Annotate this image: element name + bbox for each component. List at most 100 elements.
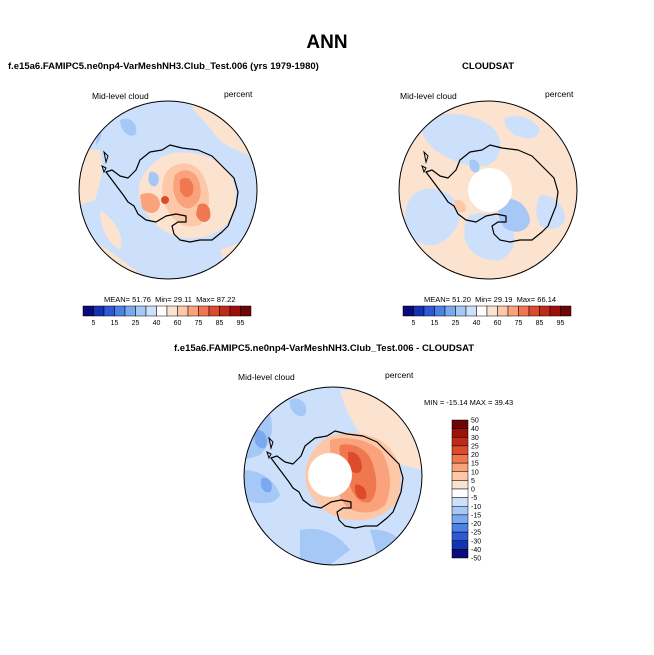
- obs-colorbar-swatch: [560, 305, 572, 317]
- diff-colorbar-swatch: [451, 437, 469, 447]
- diff-colorbar-tick-label: 10: [471, 469, 479, 476]
- diff-colorbar-tick-label: -30: [471, 538, 481, 545]
- obs-colorbar-tick-label: 5: [412, 320, 416, 327]
- diff-colorbar-tick-label: -10: [471, 504, 481, 511]
- figure-title: ANN: [306, 32, 348, 53]
- diff-colorbar-tick-label: 25: [471, 443, 479, 450]
- diff-colorbar-tick-label: -20: [471, 521, 481, 528]
- obs-colorbar-swatch: [434, 305, 446, 317]
- diff-colorbar-swatch: [451, 523, 469, 533]
- obs-colorbar-tick-label: 15: [431, 320, 439, 327]
- model-colorbar-tick-label: 5: [92, 320, 96, 327]
- diff-colorbar-swatch: [451, 549, 469, 559]
- model-colorbar-swatch: [177, 305, 189, 317]
- model-colorbar-tick-label: 75: [195, 320, 203, 327]
- model-colorbar-swatch: [82, 305, 94, 317]
- obs-max-label: Max=: [516, 295, 536, 304]
- model-min-label: Min=: [155, 295, 172, 304]
- obs-colorbar-swatch: [455, 305, 467, 317]
- model-colorbar-swatch: [103, 305, 115, 317]
- obs-colorbar-tick-label: 95: [557, 320, 565, 327]
- model-colorbar-swatch: [166, 305, 178, 317]
- model-colorbar-swatch: [156, 305, 168, 317]
- obs-colorbar-swatch: [402, 305, 414, 317]
- diff-colorbar-swatch: [451, 514, 469, 524]
- model-colorbar-tick-label: 60: [174, 320, 182, 327]
- model-colorbar: 5 15 25 40 60 75 85 95: [82, 305, 252, 327]
- obs-variable-label: Mid-level cloud: [400, 91, 457, 101]
- obs-colorbar-swatch: [413, 305, 425, 317]
- obs-colorbar-tick-label: 25: [452, 320, 460, 327]
- diff-colorbar-tick-label: 15: [471, 461, 479, 468]
- model-colorbar-swatch: [135, 305, 147, 317]
- diff-colorbar-tick-label: 30: [471, 435, 479, 442]
- model-mean-value: 51.76: [132, 295, 151, 304]
- obs-stats: MEAN= 51.20 Min= 29.19 Max= 66.14: [424, 295, 556, 304]
- diff-units-label: percent: [385, 370, 414, 380]
- model-colorbar-swatch: [124, 305, 136, 317]
- model-colorbar-tick-label: 95: [237, 320, 245, 327]
- diff-colorbar-swatch: [451, 471, 469, 481]
- obs-max-value: 66.14: [537, 295, 557, 304]
- obs-colorbar-swatch: [465, 305, 477, 317]
- obs-min-label: Min=: [475, 295, 492, 304]
- diff-colorbar-tick-label: 20: [471, 452, 479, 459]
- diff-colorbar-swatch: [451, 419, 469, 429]
- model-colorbar-swatch: [187, 305, 199, 317]
- model-map: [79, 101, 257, 279]
- obs-colorbar-swatch: [476, 305, 488, 317]
- model-colorbar-tick-label: 40: [153, 320, 161, 327]
- diff-colorbar-swatch: [451, 506, 469, 516]
- diff-colorbar-tick-label: 50: [471, 418, 479, 425]
- diff-colorbar-swatch: [451, 480, 469, 490]
- model-max-value: 87.22: [216, 295, 236, 304]
- model-colorbar-swatch: [229, 305, 241, 317]
- diff-colorbar-swatch: [451, 454, 469, 464]
- obs-colorbar-swatch: [518, 305, 530, 317]
- diff-colorbar-tick-label: 40: [471, 426, 479, 433]
- model-colorbar-swatch: [198, 305, 210, 317]
- obs-colorbar-tick-label: 85: [536, 320, 544, 327]
- diff-colorbar-tick-label: -50: [471, 556, 481, 563]
- model-max-label: Max=: [196, 295, 215, 304]
- obs-mean-value: 51.20: [452, 295, 471, 304]
- model-colorbar-swatch: [219, 305, 231, 317]
- diff-minmax-text: MIN = -15.14 MAX = 39.43: [424, 398, 514, 407]
- model-min-value: 29.11: [173, 295, 192, 304]
- diff-colorbar-tick-label: -25: [471, 530, 481, 537]
- obs-colorbar-swatch: [549, 305, 561, 317]
- model-colorbar-tick-label: 25: [132, 320, 140, 327]
- model-panel-header: f.e15a6.FAMIPC5.ne0np4-VarMeshNH3.Club_T…: [8, 61, 319, 72]
- diff-variable-label: Mid-level cloud: [238, 372, 295, 382]
- obs-colorbar-tick-label: 75: [515, 320, 523, 327]
- obs-colorbar-tick-label: 40: [473, 320, 481, 327]
- obs-min-value: 29.19: [493, 295, 513, 304]
- diff-colorbar-tick-label: -5: [471, 495, 477, 502]
- obs-colorbar-swatch: [423, 305, 435, 317]
- diff-colorbar-swatch: [451, 531, 469, 541]
- obs-colorbar-swatch: [507, 305, 519, 317]
- obs-colorbar: 5 15 25 40 60 75 85 95: [402, 305, 572, 327]
- model-mean-label: MEAN=: [104, 295, 131, 304]
- diff-colorbar-swatch: [451, 462, 469, 472]
- obs-mean-label: MEAN=: [424, 295, 451, 304]
- diff-colorbar-swatch: [451, 428, 469, 438]
- diff-colorbar-swatch: [451, 488, 469, 498]
- model-colorbar-swatch: [240, 305, 252, 317]
- diff-colorbar-swatch: [451, 445, 469, 455]
- obs-panel-header: CLOUDSAT: [462, 61, 515, 72]
- obs-colorbar-swatch: [539, 305, 551, 317]
- obs-units-label: percent: [545, 89, 574, 99]
- obs-map: [399, 101, 577, 279]
- model-colorbar-tick-label: 85: [216, 320, 224, 327]
- model-stats: MEAN= 51.76 Min= 29.11 Max= 87.22: [104, 295, 236, 304]
- model-colorbar-swatch: [114, 305, 126, 317]
- diff-colorbar-swatch: [451, 540, 469, 550]
- diff-panel-header: f.e15a6.FAMIPC5.ne0np4-VarMeshNH3.Club_T…: [174, 343, 475, 354]
- obs-colorbar-swatch: [444, 305, 456, 317]
- model-units-label: percent: [224, 89, 253, 99]
- model-colorbar-swatch: [93, 305, 105, 317]
- model-colorbar-swatch: [208, 305, 220, 317]
